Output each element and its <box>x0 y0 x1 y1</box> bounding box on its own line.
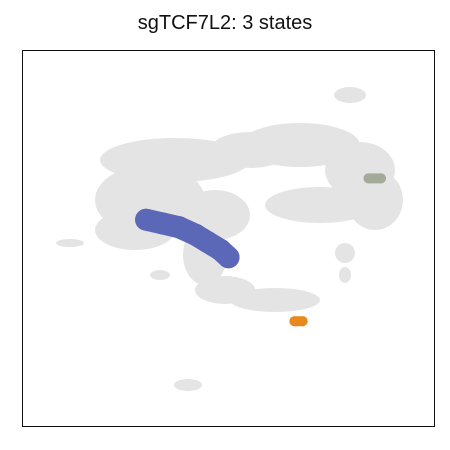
highlighted-points <box>135 173 386 327</box>
cluster-point-blue <box>217 246 240 269</box>
plot-frame <box>22 50 435 427</box>
chart-title: sgTCF7L2: 3 states <box>137 12 313 34</box>
cluster-point-orange <box>297 316 308 327</box>
cluster-point-gray-green <box>375 173 386 184</box>
background-cells <box>56 87 403 391</box>
